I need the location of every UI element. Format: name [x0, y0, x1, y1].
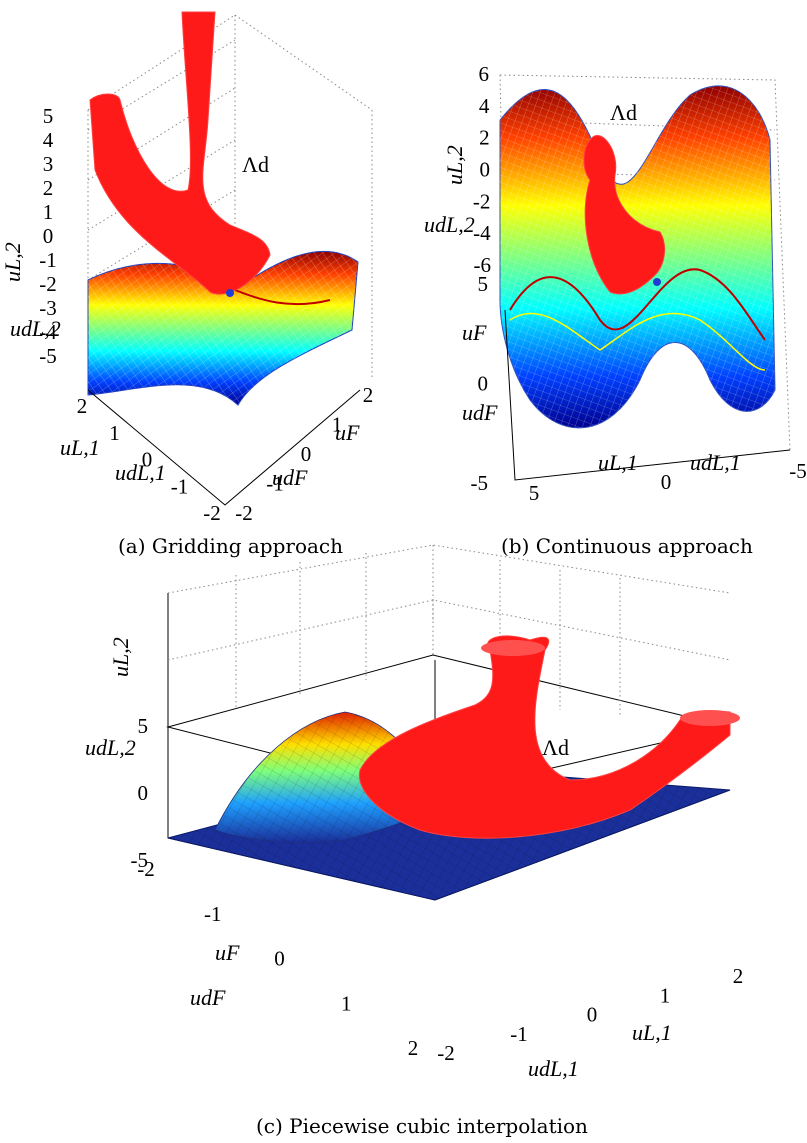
panel-b-surface-band	[509, 312, 766, 371]
panel-b-z-tick-label: 0	[480, 158, 491, 182]
panel-a-z-tick-label: -4	[39, 320, 57, 344]
panel-b-z-label-alt: udL,2	[424, 212, 475, 237]
panel-a-axes	[87, 389, 361, 506]
panel-c-x-tick-label: 1	[660, 983, 671, 1007]
panel-c-y-tick-label: 0	[274, 947, 285, 971]
panel-b-y-ticks: 5 0 -5	[471, 272, 489, 495]
panel-a-z-tick-label: 3	[43, 152, 54, 176]
panel-a-x-tick-label: 1	[109, 421, 120, 445]
panel-b-caption: (b) Continuous approach	[501, 534, 753, 558]
panel-b-z-tick-label: 6	[479, 62, 490, 86]
panel-c-region-cap-right	[680, 710, 740, 726]
panel-c-z-label-alt: udL,2	[85, 735, 136, 760]
panel-c-x-label-alt: udL,1	[528, 1056, 579, 1081]
panel-a-z-tick-label: -3	[39, 296, 57, 320]
panel-b-y-tick-label: -5	[471, 471, 489, 495]
panel-a-y-tick-label: 1	[332, 413, 343, 437]
panel-a-surface-ridge	[234, 289, 331, 306]
panel-a-x-tick-label: 2	[77, 394, 88, 418]
panel-a-surface-mesh	[88, 251, 358, 405]
panel-a-y-tick-label: -1	[266, 472, 284, 496]
panel-c-region-cap-left	[481, 640, 545, 656]
panel-b-z-tick-label: 4	[479, 94, 490, 118]
panel-c-z-tick-label: 0	[138, 781, 149, 805]
panel-a-x-tick-label: -1	[171, 474, 189, 498]
panel-b-x-tick-label: 0	[661, 470, 672, 494]
panel-c-z-ticks: 5 0 -5	[131, 714, 149, 872]
panel-b-x-tick-label: -5	[789, 459, 807, 483]
panel-b-x-label-alt: udL,1	[690, 450, 741, 475]
panel-b-surface-crest	[509, 268, 766, 341]
panel-a-y-tick-label: 0	[301, 442, 312, 466]
panel-c-z-tick-label: -5	[131, 848, 149, 872]
panel-b-axes	[504, 309, 791, 481]
panel-c-y-tick-label: -2	[137, 857, 155, 881]
panel-b-z-label: uL,2	[442, 145, 467, 185]
panel-a-z-tick-label: 0	[43, 224, 54, 248]
panel-a-z-tick-label: 5	[43, 104, 54, 128]
panel-a-region-label: Λd	[242, 152, 269, 177]
panel-b-point	[653, 278, 661, 286]
panel-c-x-label: uL,1	[632, 1020, 672, 1045]
panel-a-z-label: uL,2	[0, 242, 25, 282]
panel-b-y-tick-label: 5	[478, 272, 489, 296]
panel-a-x-tick-label: 0	[142, 448, 153, 472]
panel-c-y-ticks: -2 -1 0 1 2	[137, 857, 418, 1060]
panel-a-y-tick-label: 2	[363, 383, 374, 407]
panel-c-y-tick-label: 2	[408, 1036, 419, 1060]
panel-a-z-tick-label: 1	[43, 200, 54, 224]
panel-b-x-ticks: 5 0 -5	[529, 459, 807, 505]
panel-c-grid	[167, 544, 731, 715]
panel-b-y-tick-label: 0	[478, 372, 489, 396]
panel-a-z-tick-label: 4	[43, 128, 54, 152]
panel-c-caption: (c) Piecewise cubic interpolation	[256, 1114, 588, 1138]
panel-b-region-label: Λd	[610, 100, 637, 125]
panel-a-x-label-alt: udL,1	[115, 460, 166, 485]
panel-a-point	[226, 289, 234, 297]
panel-a-caption: (a) Gridding approach	[118, 534, 343, 558]
panel-b-y-label: uF	[462, 320, 487, 345]
panel-c-y-label-alt: udF	[190, 985, 226, 1010]
panel-a-y-label-alt: udF	[272, 465, 308, 490]
panel-b-x-label: uL,1	[598, 450, 638, 475]
panel-c-x-tick-label: -1	[510, 1022, 528, 1046]
panel-a-x-label: uL,1	[60, 435, 100, 460]
panel-a-z-tick-label: -1	[39, 248, 57, 272]
panel-c-x-tick-label: -2	[437, 1041, 455, 1065]
panel-a-z-label-alt: udL,2	[10, 316, 61, 341]
panel-a-y-tick-label: -2	[235, 501, 253, 525]
panel-b-region	[583, 134, 666, 295]
panel-b-y-label-alt: udF	[462, 400, 498, 425]
panel-a-region	[89, 11, 271, 295]
panel-b-z-tick-label: -2	[473, 189, 491, 213]
panel-a-z-tick-label: -2	[39, 272, 57, 296]
panel-a-z-tick-label: -5	[39, 344, 57, 368]
panel-c-region-label: Λd	[542, 735, 569, 760]
panel-b-z-tick-label: -4	[473, 221, 491, 245]
panel-b-z-tick-label: 2	[479, 126, 490, 150]
panel-c-y-tick-label: -1	[204, 902, 222, 926]
panel-c-region	[358, 635, 731, 839]
panel-b-z-ticks: 6 4 2 0 -2 -4 -6	[473, 62, 491, 277]
panel-c-y-tick-label: 1	[341, 991, 352, 1015]
panel-a-y-label: uF	[335, 420, 360, 445]
panel-c-z-label: uL,2	[108, 637, 133, 677]
panel-c-z-tick-label: 5	[138, 714, 149, 738]
panel-c-y-label: uF	[215, 940, 240, 965]
panel-a-x-ticks: 210 -1 -2	[77, 394, 221, 525]
panel-b-z-tick-label: -6	[474, 253, 492, 277]
panel-c-x-tick-label: 2	[733, 964, 744, 988]
panel-b-x-tick-label: 5	[529, 481, 540, 505]
panel-a-y-ticks: -2 -1 012	[235, 383, 373, 525]
panel-c-x-ticks: 2 1 0 -1 -2	[437, 964, 743, 1065]
panel-c-x-tick-label: 0	[587, 1003, 598, 1027]
panel-a-x-tick-label: -2	[203, 501, 221, 525]
panel-b: Λd 6 4 2 0 -2 -4 -6 uL,2 udL,2 5 0 -5 uF udF 5 0 -…	[424, 62, 807, 558]
panel-a-z-tick-label: 2	[43, 176, 54, 200]
panel-a-grid	[87, 14, 373, 390]
